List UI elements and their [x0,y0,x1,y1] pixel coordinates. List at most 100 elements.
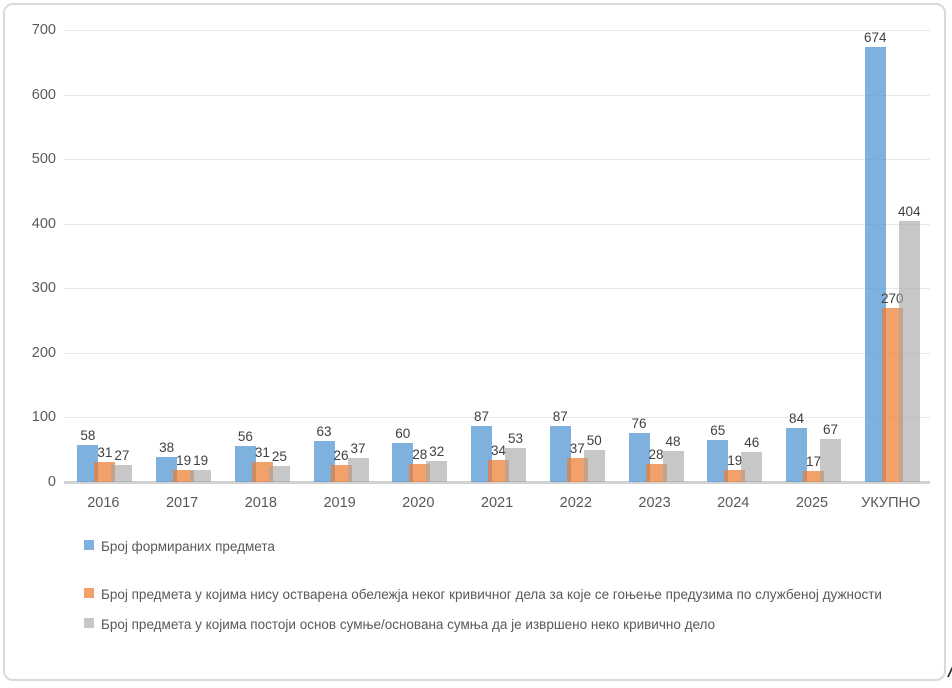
bar-series3-2023 [662,451,684,482]
bar-value-label: 19 [176,452,192,468]
bar-value-label: 25 [271,448,287,464]
bar-series3-2016 [111,464,133,482]
bar-group-2021: 87 34 53 [458,30,537,482]
bar-series1-УКУПНО [864,46,886,482]
bar-value-label: 48 [665,434,681,450]
bar-value-label: 38 [159,440,175,456]
bar-series2-2021 [488,460,510,482]
bar-value-label: 56 [237,428,253,444]
bar-group-2019: 63 26 37 [300,30,379,482]
bar-value-label: 26 [333,448,349,464]
x-tick-label-2017: 2017 [165,495,199,511]
bar-group-2020: 60 28 32 [379,30,458,482]
bar-group-2024: 65 19 46 [694,30,773,482]
bar-series2-2019 [330,465,352,482]
legend-label: Број формираних предмета [101,539,275,554]
legend-label: Број предмета у којима постоји основ сум… [101,617,716,632]
bar-series3-2017 [190,469,212,482]
bar-group-2016: 58 31 27 [64,30,143,482]
bar-series3-2021 [505,447,527,482]
bar-value-label: 27 [114,447,130,463]
bar-series3-2019 [347,458,369,482]
x-tick-label-2024: 2024 [717,495,750,511]
bar-value-label: 87 [552,408,568,424]
bar-value-label: 46 [744,435,760,451]
bar-value-label: 84 [788,410,804,426]
x-tick-label-2021: 2021 [480,495,514,511]
gridline [64,417,930,419]
bar-series1-2017 [156,457,178,482]
y-tick-label: 200 [31,344,56,361]
bar-value-label: 28 [648,446,664,462]
bar-series3-УКУПНО [898,221,920,482]
legend-swatch-icon [84,588,94,598]
bar-series2-2018 [251,461,273,482]
bar-series2-2017 [173,469,195,482]
bar-series1-2021 [471,425,493,482]
bar-series1-2019 [313,441,335,482]
gridline [64,352,930,354]
bar-value-label: 60 [395,426,411,442]
x-axis: 2016 2017 2018 2019 2020 2021 2022 2023 2024 2025… [64,495,930,511]
bar-group-УКУПНО: 674 270 404 [851,30,930,482]
gridline [64,30,930,31]
bar-group-2018: 56 31 25 [221,30,300,482]
bar-value-label: 37 [350,441,366,457]
bar-series1-2022 [549,425,571,482]
bar-value-label: 674 [863,29,887,45]
bar-group-2017: 38 19 19 [143,30,222,482]
bar-series1-2016 [77,444,99,482]
bar-series1-2020 [392,443,414,482]
legend-item-1: Број формираних предмета [84,536,912,558]
legend-swatch-icon [84,618,94,628]
x-tick-label-2023: 2023 [638,495,671,511]
bar-value-label: 270 [880,290,904,306]
y-tick-label: 100 [31,409,56,426]
gridline [64,94,930,96]
bar-series3-2025 [819,438,841,482]
legend-label: Број предмета у којима нису остварена об… [101,587,882,602]
x-tick-label-2016: 2016 [87,495,120,511]
bar-value-label: 31 [97,444,113,460]
bar-series2-2022 [566,458,588,482]
bar-series1-2018 [234,445,256,482]
chart-frame [3,3,946,681]
y-tick-label: 600 [31,86,56,103]
bar-series1-2025 [785,427,807,482]
bar-group-2023: 76 28 48 [615,30,694,482]
legend-swatch-icon [84,540,94,550]
chart-legend: Број формираних предмета Број предмета у … [84,536,912,636]
bar-series2-УКУПНО [881,307,903,482]
bar-series3-2024 [741,452,763,482]
bar-value-label: 50 [586,432,602,448]
bar-value-label: 31 [254,444,270,460]
bar-value-label: 19 [193,452,209,468]
bar-series3-2020 [426,461,448,482]
bar-value-label: 65 [710,423,726,439]
gridline [64,288,930,290]
plot-area: 58 31 27 38 19 19 56 31 25 63 26 37 60 28 32 87 34 53 87 37… [64,30,930,484]
y-axis: 0 100 200 300 400 500 600 700 [8,22,56,490]
bar-value-label: 58 [80,427,96,443]
legend-item-3: Број предмета у којима постоји основ сум… [84,614,912,636]
bar-value-label: 17 [805,454,821,470]
y-tick-label: 300 [31,280,56,297]
bar-series2-2025 [802,471,824,482]
y-tick-label: 500 [31,151,56,168]
y-tick-label: 0 [47,474,56,490]
bar-series3-2018 [268,465,290,482]
legend-item-2: Број предмета у којима нису остварена об… [84,584,912,606]
bar-value-label: 37 [569,441,585,457]
bar-series1-2024 [707,440,729,482]
x-tick-label-2018: 2018 [244,495,277,511]
bar-value-label: 32 [429,444,445,460]
bar-value-label: 63 [316,424,332,440]
corner-mark: / [948,656,952,684]
y-tick-label: 400 [31,215,56,232]
bar-group-2022: 87 37 50 [536,30,615,482]
bar-series3-2022 [583,449,605,482]
gridline [64,159,930,161]
bar-value-label: 76 [631,415,647,431]
bar-groups: 58 31 27 38 19 19 56 31 25 63 26 37 60 28 32 87 34 53 87 37… [64,30,930,482]
gridline [64,223,930,225]
